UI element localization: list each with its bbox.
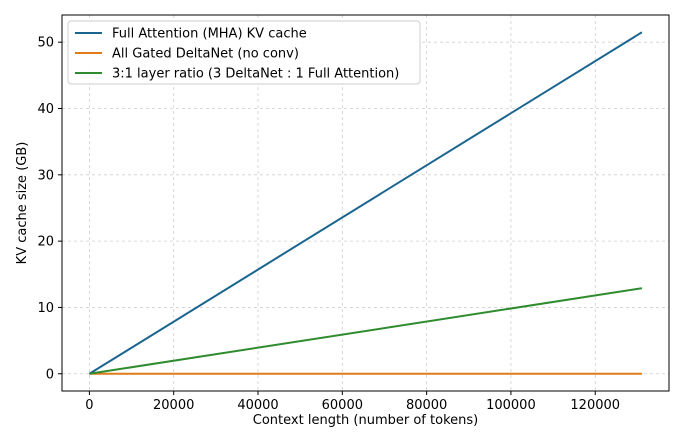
y-tick-label: 30 [37, 168, 54, 183]
x-axis-label: Context length (number of tokens) [253, 413, 478, 428]
legend-label: Full Attention (MHA) KV cache [112, 27, 307, 42]
x-tick-label: 120000 [570, 398, 620, 413]
legend-label: All Gated DeltaNet (no conv) [112, 47, 299, 62]
y-axis-label: KV cache size (GB) [15, 142, 30, 265]
x-tick-label: 0 [85, 398, 93, 413]
x-tick-label: 60000 [322, 398, 363, 413]
series-line [89, 288, 642, 374]
x-tick-label: 80000 [406, 398, 447, 413]
y-tick-label: 40 [37, 102, 54, 117]
y-tick-label: 50 [37, 36, 54, 51]
y-tick-label: 20 [37, 235, 54, 250]
x-tick-label: 40000 [237, 398, 278, 413]
x-tick-label: 20000 [153, 398, 194, 413]
axis-ticks: 0 20000 40000 60000 80000 100000 120000 0 10 20 30… [37, 36, 620, 413]
legend: Full Attention (MHA) KV cache All Gated … [68, 21, 420, 84]
y-tick-label: 0 [46, 367, 54, 382]
x-tick-label: 100000 [486, 398, 536, 413]
y-tick-label: 10 [37, 301, 54, 316]
legend-label: 3:1 layer ratio (3 DeltaNet : 1 Full Att… [112, 67, 399, 82]
